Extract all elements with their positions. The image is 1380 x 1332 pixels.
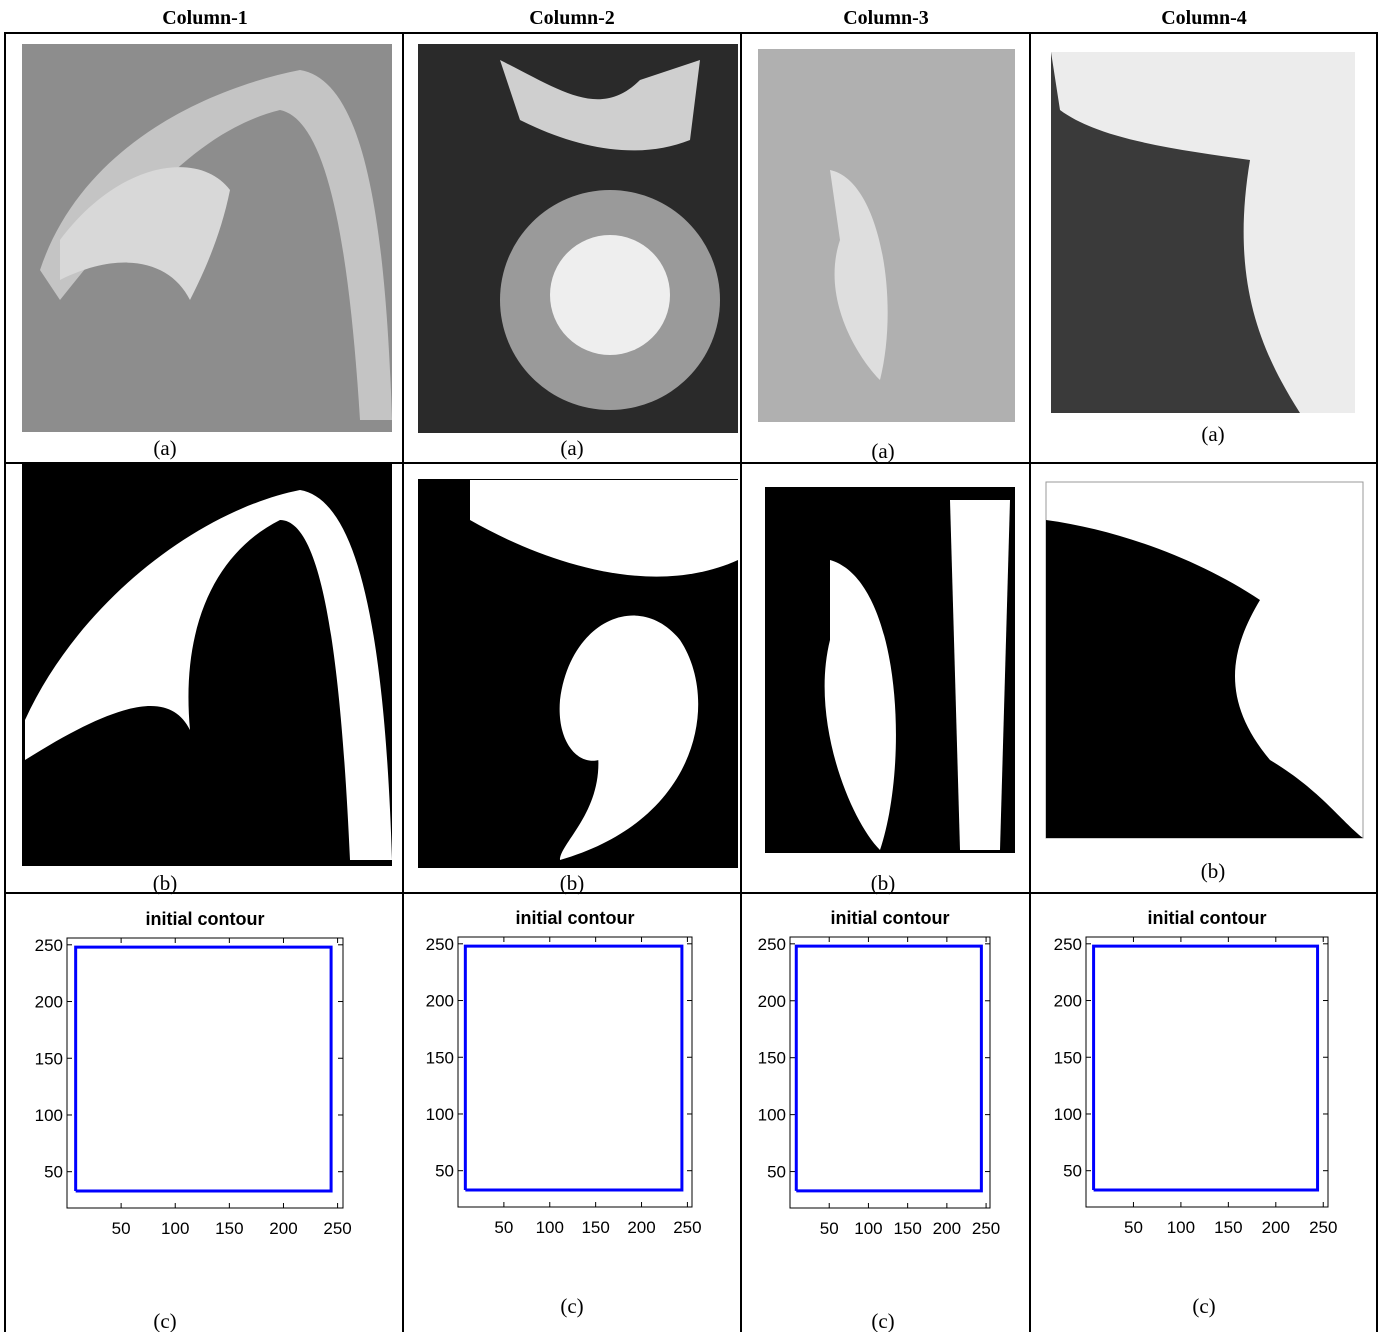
contour xyxy=(76,947,331,1191)
y-tick-label: 150 xyxy=(758,1049,786,1068)
x-tick-label: 150 xyxy=(215,1219,243,1238)
y-tick-label: 50 xyxy=(767,1163,786,1182)
caption: (a) xyxy=(1201,422,1224,446)
plot-frame xyxy=(67,938,343,1208)
plot-frame xyxy=(1086,937,1328,1207)
y-tick-label: 200 xyxy=(758,992,786,1011)
x-tick-label: 250 xyxy=(323,1219,351,1238)
plot-title: initial contour xyxy=(516,908,635,928)
page: {"header": {"columns": ["Column-1", "Col… xyxy=(0,0,1380,1332)
contour xyxy=(796,946,981,1191)
contour xyxy=(1094,946,1318,1190)
x-tick-label: 200 xyxy=(1262,1218,1290,1237)
y-tick-label: 200 xyxy=(1054,992,1082,1011)
x-tick-label: 50 xyxy=(112,1219,131,1238)
y-tick-label: 250 xyxy=(35,936,63,955)
caption: (c) xyxy=(871,1309,894,1332)
x-tick-label: 150 xyxy=(581,1218,609,1237)
x-tick-label: 200 xyxy=(933,1219,961,1238)
x-tick-label: 100 xyxy=(854,1219,882,1238)
caption: (a) xyxy=(871,439,894,463)
y-tick-label: 250 xyxy=(758,935,786,954)
y-tick-label: 250 xyxy=(1054,935,1082,954)
x-tick-label: 100 xyxy=(161,1219,189,1238)
x-tick-label: 100 xyxy=(1167,1218,1195,1237)
y-tick-label: 200 xyxy=(35,993,63,1012)
x-tick-label: 50 xyxy=(494,1218,513,1237)
column-header: Column-1 xyxy=(162,7,248,29)
caption: (c) xyxy=(560,1294,583,1318)
column-header: Column-3 xyxy=(843,7,929,29)
y-tick-label: 50 xyxy=(435,1162,454,1181)
caption: (a) xyxy=(560,436,583,460)
binary-images xyxy=(22,462,1363,868)
y-tick-label: 50 xyxy=(44,1163,63,1182)
plot-frame xyxy=(790,937,990,1208)
contour xyxy=(465,946,682,1190)
figure: Column-1 Column-2 Column-3 Column-4 (a) (a) (a… xyxy=(0,0,1380,1332)
plot-title: initial contour xyxy=(146,909,265,929)
x-tick-label: 250 xyxy=(673,1218,701,1237)
satellite-images xyxy=(22,44,1355,433)
caption: (b) xyxy=(153,871,178,895)
y-tick-label: 100 xyxy=(1054,1105,1082,1124)
x-tick-label: 250 xyxy=(1309,1218,1337,1237)
caption: (c) xyxy=(153,1309,176,1332)
caption: (a) xyxy=(153,436,176,460)
y-tick-label: 100 xyxy=(35,1106,63,1125)
column-header: Column-2 xyxy=(529,7,615,29)
column-header: Column-4 xyxy=(1161,7,1247,29)
caption: (b) xyxy=(560,871,585,895)
plot-title: initial contour xyxy=(831,908,950,928)
x-tick-label: 150 xyxy=(1214,1218,1242,1237)
caption: (b) xyxy=(1201,859,1226,883)
caption: (b) xyxy=(871,871,896,895)
plot-title: initial contour xyxy=(1148,908,1267,928)
y-tick-label: 100 xyxy=(758,1106,786,1125)
x-tick-label: 200 xyxy=(269,1219,297,1238)
x-tick-label: 200 xyxy=(627,1218,655,1237)
caption: (c) xyxy=(1192,1294,1215,1318)
x-tick-label: 150 xyxy=(893,1219,921,1238)
y-tick-label: 100 xyxy=(426,1105,454,1124)
x-tick-label: 250 xyxy=(972,1219,1000,1238)
y-tick-label: 150 xyxy=(1054,1048,1082,1067)
y-tick-label: 200 xyxy=(426,992,454,1011)
y-tick-label: 150 xyxy=(35,1049,63,1068)
plot-frame xyxy=(458,937,692,1207)
y-tick-label: 50 xyxy=(1063,1162,1082,1181)
y-tick-label: 250 xyxy=(426,935,454,954)
x-tick-label: 50 xyxy=(820,1219,839,1238)
x-tick-label: 100 xyxy=(536,1218,564,1237)
x-tick-label: 50 xyxy=(1124,1218,1143,1237)
y-tick-label: 150 xyxy=(426,1048,454,1067)
